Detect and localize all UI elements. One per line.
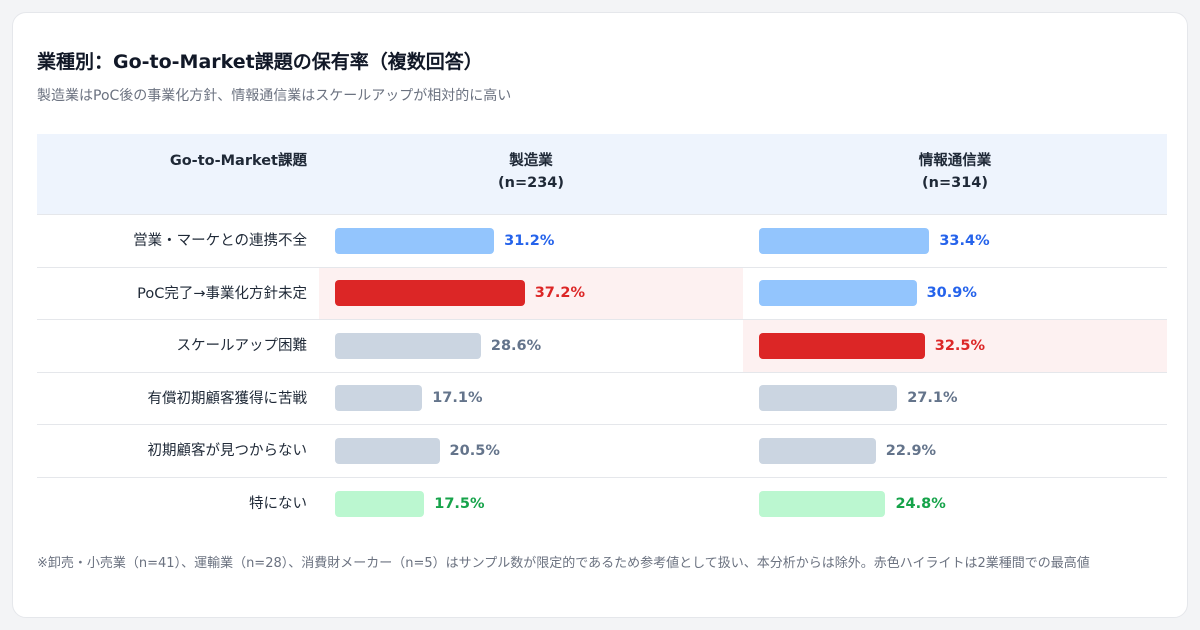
table-header: Go-to-Market課題 製造業 (n=234) 情報通信業 (n=314) [37, 134, 1167, 215]
header-manufacturing-name: 製造業 [509, 153, 553, 169]
header-ict-name: 情報通信業 [918, 153, 992, 169]
cell-manufacturing: 20.5% [319, 425, 743, 477]
table-row: 特にない 17.5% 24.8% [37, 478, 1167, 531]
header-issue-label: Go-to-Market課題 [169, 153, 307, 169]
value-label-manufacturing: 17.1% [432, 390, 483, 407]
table-row: 初期顧客が見つからない 20.5% 22.9% [37, 425, 1167, 478]
cell-manufacturing: 28.6% [319, 320, 743, 372]
bar-manufacturing [335, 227, 495, 254]
cell-ict: 30.9% [743, 268, 1167, 320]
cell-manufacturing: 17.5% [319, 478, 743, 531]
cell-manufacturing: 31.2% [319, 215, 743, 267]
bar-ict [759, 437, 876, 464]
cell-ict: 24.8% [743, 478, 1167, 531]
value-label-ict: 27.1% [907, 390, 958, 407]
cell-ict: 22.9% [743, 425, 1167, 477]
header-ict-n: (n=314) [922, 175, 988, 191]
value-label-manufacturing: 17.5% [434, 495, 485, 512]
row-label: 有償初期顧客獲得に苦戦 [147, 390, 308, 407]
gtm-issue-table: Go-to-Market課題 製造業 (n=234) 情報通信業 (n=314)… [37, 134, 1167, 530]
cell-manufacturing: 17.1% [319, 373, 743, 425]
value-label-ict: 32.5% [934, 337, 986, 354]
cell-ict: 32.5% [743, 320, 1167, 372]
table-row: 営業・マーケとの連携不全 31.2% 33.4% [37, 215, 1167, 268]
header-manufacturing-n: (n=234) [498, 175, 564, 191]
cell-ict: 27.1% [743, 373, 1167, 425]
chart-card: 業種別：Go-to-Market課題の保有率（複数回答） 製造業はPoC後の事業… [12, 12, 1188, 618]
bar-manufacturing [335, 385, 423, 412]
value-label-ict: 22.9% [885, 442, 937, 459]
table-body: 営業・マーケとの連携不全 31.2% 33.4% PoC完了→事業化方針未定 37.2%… [37, 215, 1167, 530]
cell-manufacturing: 37.2% [319, 267, 743, 319]
value-label-ict: 24.8% [895, 495, 946, 512]
row-label: 特にない [249, 495, 307, 512]
row-label: PoC完了→事業化方針未定 [137, 285, 307, 302]
bar-manufacturing [335, 280, 525, 307]
table-row: スケールアップ困難 28.6% 32.5% [37, 320, 1167, 373]
chart-title: 業種別：Go-to-Market課題の保有率（複数回答） [37, 51, 483, 73]
chart-subtitle: 製造業はPoC後の事業化方針、情報通信業はスケールアップが相対的に高い [37, 88, 512, 104]
row-label: スケールアップ困難 [176, 338, 308, 354]
bar-manufacturing [335, 490, 425, 517]
bar-ict [759, 385, 898, 412]
footnote: ※卸売・小売業（n=41）、運輸業（n=28）、消費財メーカー（n=5）はサンプ… [37, 556, 1090, 571]
header-manufacturing: 製造業 (n=234) [319, 134, 743, 214]
value-label-manufacturing: 20.5% [449, 442, 500, 459]
bar-ict [759, 490, 886, 517]
value-label-ict: 33.4% [939, 232, 990, 249]
bar-manufacturing [335, 437, 440, 464]
table-row: 有償初期顧客獲得に苦戦 17.1% 27.1% [37, 373, 1167, 425]
row-label: 営業・マーケとの連携不全 [133, 233, 307, 249]
bar-ict [759, 227, 930, 254]
header-ict: 情報通信業 (n=314) [743, 134, 1167, 214]
table-row: PoC完了→事業化方針未定 37.2% 30.9% [37, 267, 1167, 320]
cell-ict: 33.4% [743, 215, 1167, 267]
value-label-manufacturing: 31.2% [504, 232, 555, 249]
row-label: 初期顧客が見つからない [147, 443, 308, 459]
value-label-manufacturing: 37.2% [534, 285, 586, 302]
bar-ict [759, 280, 917, 307]
bar-ict [759, 332, 925, 359]
value-label-manufacturing: 28.6% [490, 337, 542, 354]
bar-manufacturing [335, 332, 481, 359]
value-label-ict: 30.9% [926, 285, 977, 302]
